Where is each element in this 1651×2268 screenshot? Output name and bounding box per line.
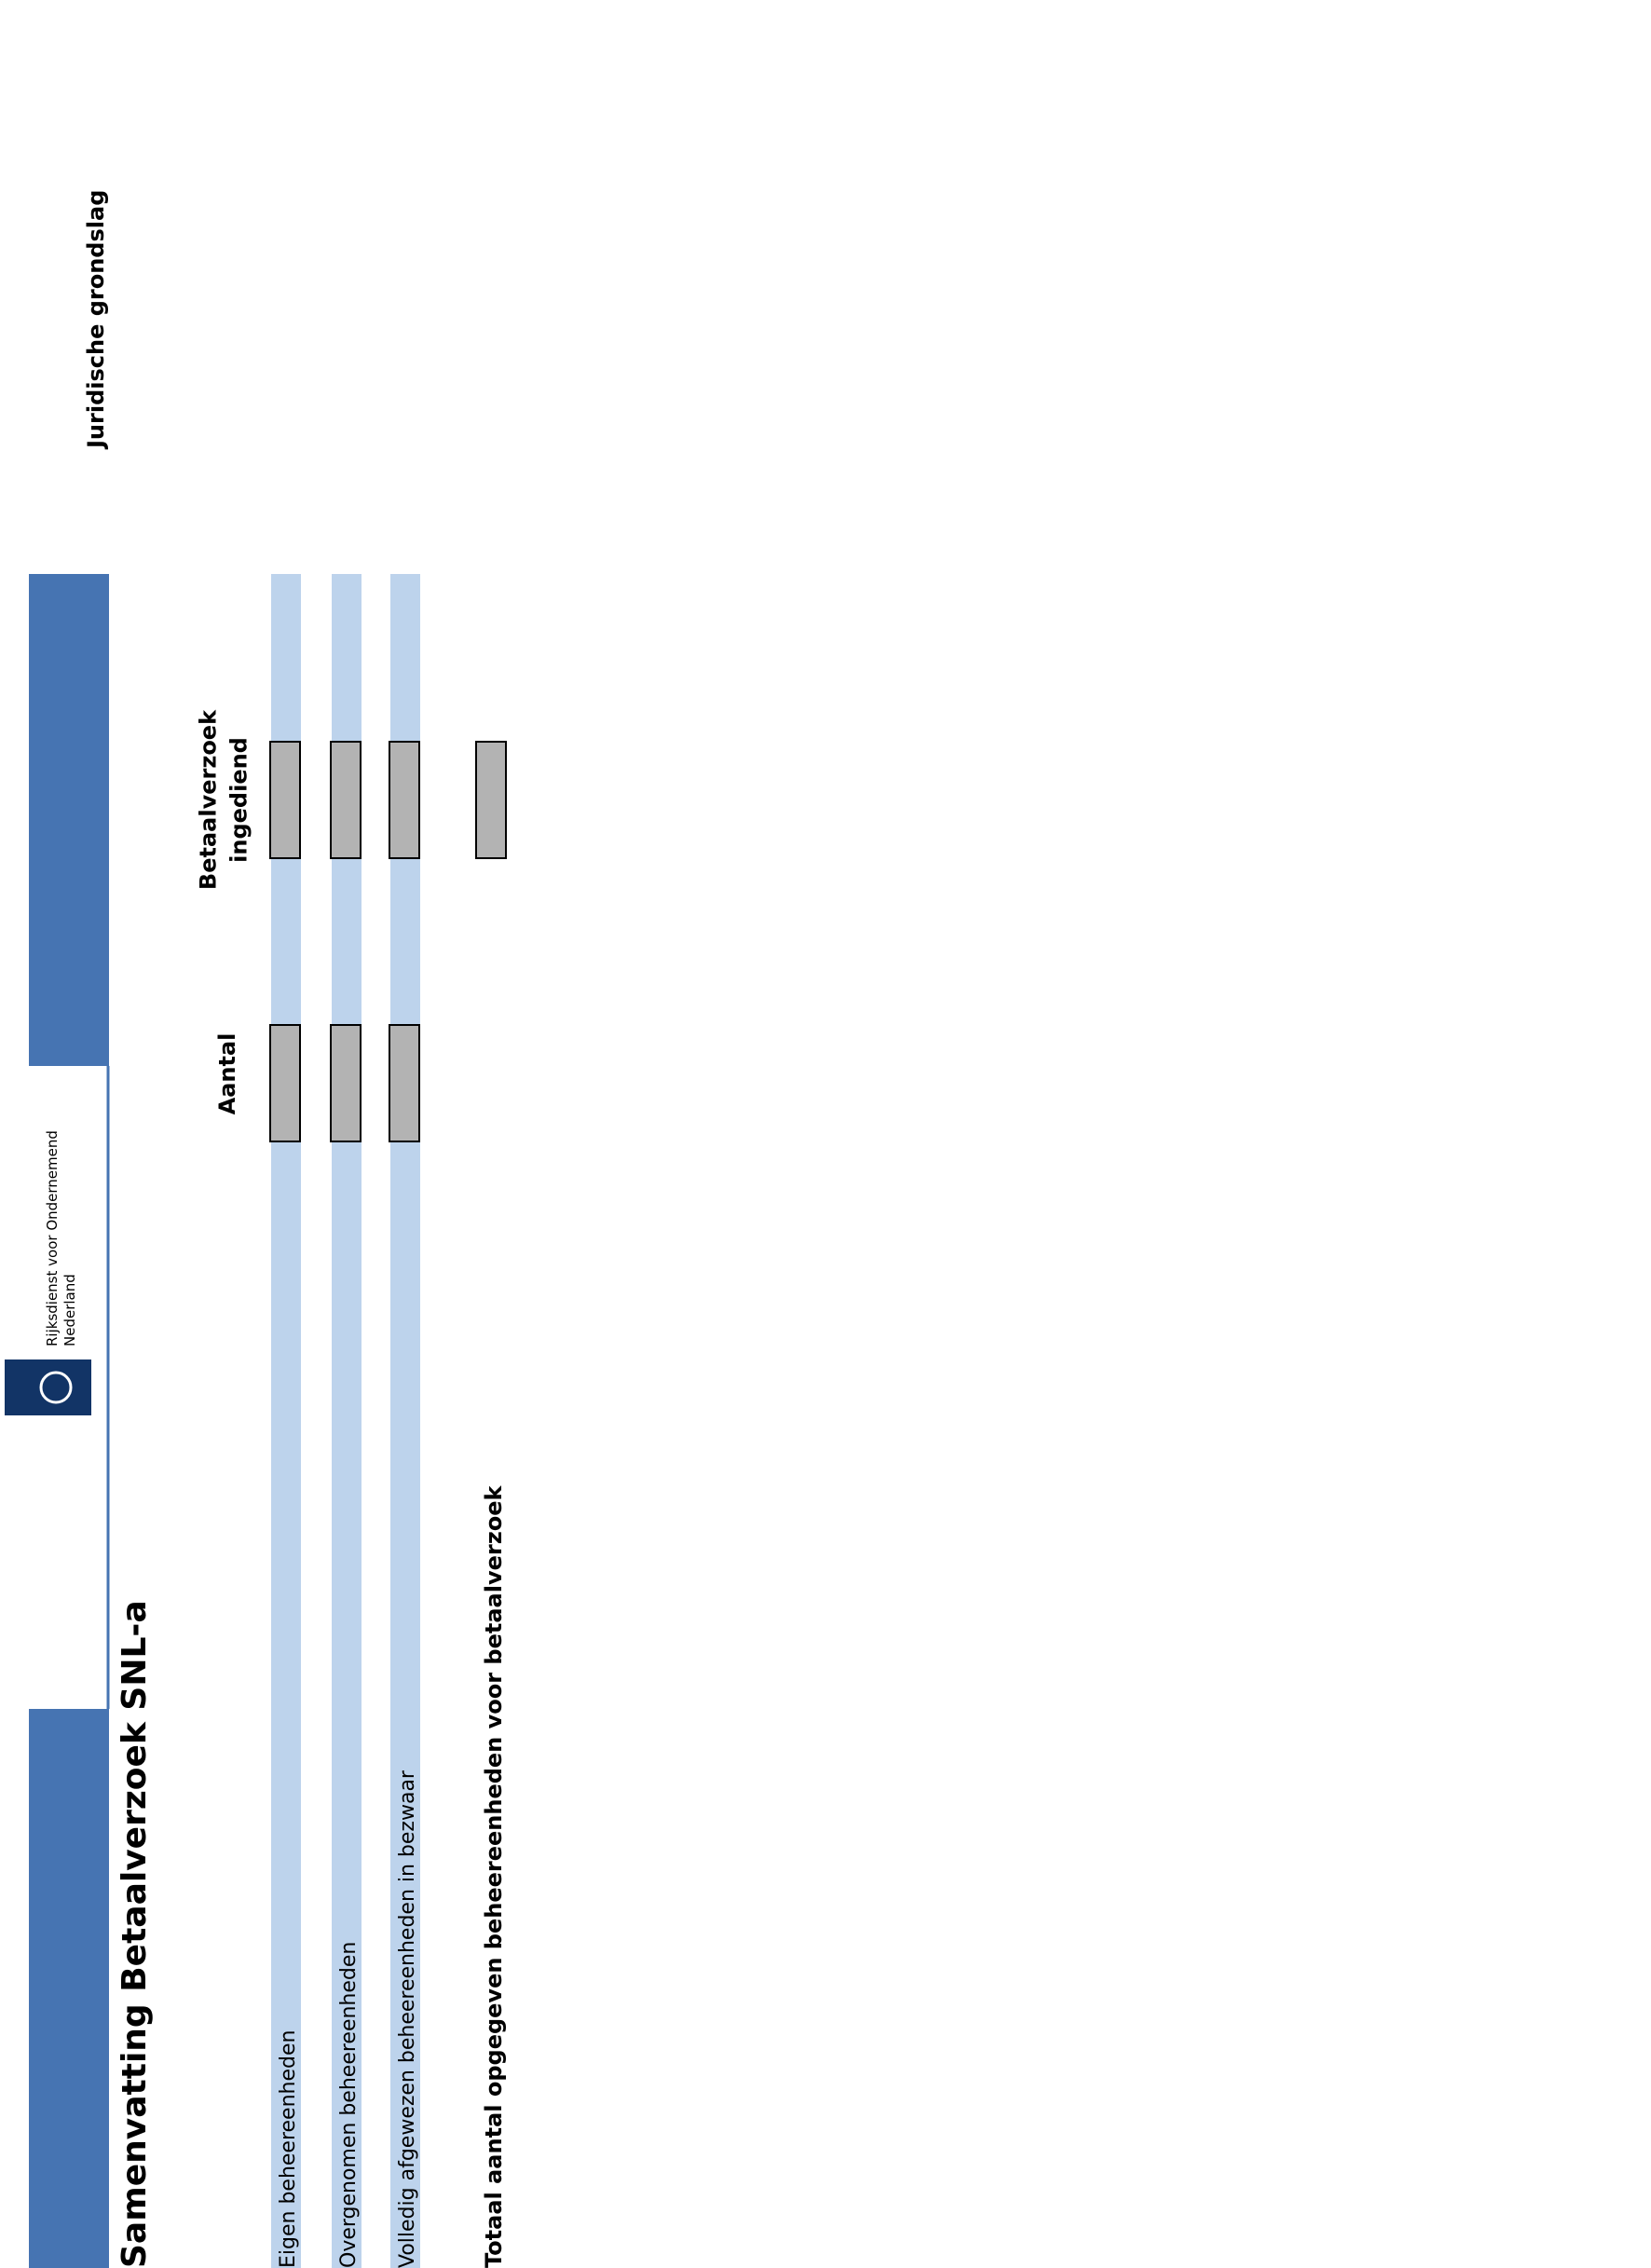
column-header: Aantal: [214, 1033, 240, 1115]
input-field[interactable]: [330, 1024, 362, 1142]
logo-text: Rijksdienst voor Ondernemend: [44, 1130, 61, 1346]
input-field[interactable]: [389, 1024, 420, 1142]
header-band: [29, 1709, 109, 2268]
logo-text: Nederland: [61, 1274, 78, 1346]
column-header: ingediend: [226, 737, 252, 863]
row-label: Overgenomen beheereenheden: [337, 1942, 361, 2268]
row-label: Eigen beheereenheden: [277, 2030, 300, 2268]
input-field[interactable]: [269, 1024, 301, 1142]
table: Aantal Betaalverzoek ingediend Eigen beheer…: [196, 574, 507, 2268]
logo-mark: [5, 1359, 91, 1415]
total-label: Totaal aantal opgegeven beheereenheden v…: [481, 1485, 507, 2268]
input-field[interactable]: [330, 741, 362, 859]
legal-basis: Juridische grondslag: [83, 190, 109, 450]
title: Samenvatting Betaalverzoek SNL-a: [116, 1600, 154, 2268]
column-header: Betaalverzoek: [196, 709, 222, 890]
row-label: Volledig afgewezen beheereenheden in bez…: [396, 1769, 419, 2268]
input-field[interactable]: [475, 741, 507, 859]
logo-emblem: [39, 1371, 73, 1404]
input-field[interactable]: [269, 741, 301, 859]
input-field[interactable]: [389, 741, 420, 859]
header-band: [29, 574, 109, 1066]
